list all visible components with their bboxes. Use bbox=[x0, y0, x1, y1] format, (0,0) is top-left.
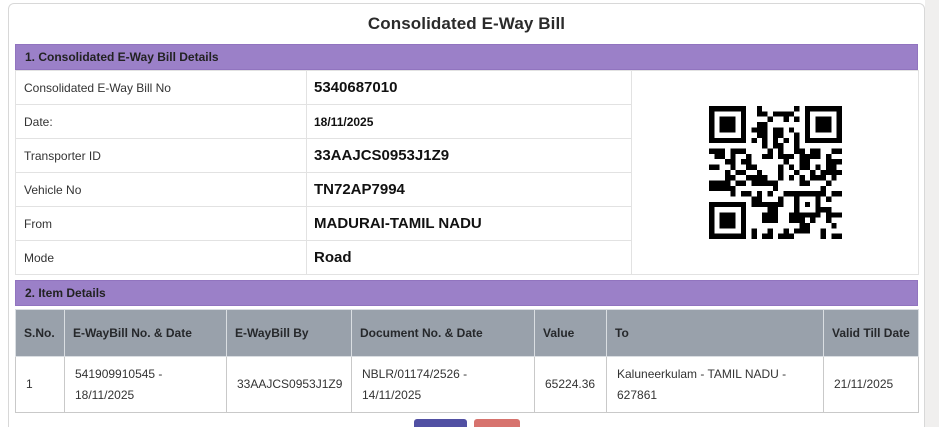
field-label-vehicle-no: Vehicle No bbox=[15, 172, 307, 207]
cell-sno: 1 bbox=[15, 356, 65, 413]
field-value-mode: Road bbox=[306, 240, 632, 275]
field-value-vehicle-no: TN72AP7994 bbox=[306, 172, 632, 207]
item-table-row: 1 541909910545 - 18/11/2025 33AAJCS0953J… bbox=[15, 356, 919, 413]
cell-ewaybill-by: 33AAJCS0953J1Z9 bbox=[226, 356, 352, 413]
field-label-ewb-no: Consolidated E-Way Bill No bbox=[15, 70, 307, 105]
cell-valid-till-date: 21/11/2025 bbox=[823, 356, 919, 413]
cell-ewaybill-no-date: 541909910545 - 18/11/2025 bbox=[64, 356, 227, 413]
secondary-action-button[interactable] bbox=[473, 419, 520, 427]
field-value-ewb-no: 5340687010 bbox=[306, 70, 632, 105]
table-row: Consolidated E-Way Bill No 5340687010 bbox=[15, 70, 919, 275]
field-value-date: 18/11/2025 bbox=[306, 104, 632, 139]
column-header-document-no-date: Document No. & Date bbox=[351, 309, 535, 357]
field-label-transporter-id: Transporter ID bbox=[15, 138, 307, 173]
eway-bill-card: Consolidated E-Way Bill 1. Consolidated … bbox=[8, 3, 925, 427]
field-label-mode: Mode bbox=[15, 240, 307, 275]
table-row: Date: 18/11/2025 bbox=[15, 104, 919, 139]
field-value-transporter-id: 33AAJCS0953J1Z9 bbox=[306, 138, 632, 173]
primary-action-button[interactable] bbox=[413, 419, 467, 427]
cell-to: Kaluneerkulam - TAMIL NADU - 627861 bbox=[606, 356, 824, 413]
cell-value: 65224.36 bbox=[534, 356, 607, 413]
cell-document-no-date: NBLR/01174/2526 - 14/11/2025 bbox=[351, 356, 535, 413]
column-header-to: To bbox=[606, 309, 824, 357]
consolidated-details-table: Consolidated E-Way Bill No 5340687010 Da… bbox=[15, 70, 919, 275]
column-header-sno: S.No. bbox=[15, 309, 65, 357]
item-table-header-row: S.No. E-WayBill No. & Date E-WayBill By … bbox=[15, 309, 919, 357]
field-value-from: MADURAI-TAMIL NADU bbox=[306, 206, 632, 241]
field-label-from: From bbox=[15, 206, 307, 241]
column-header-ewaybill-by: E-WayBill By bbox=[226, 309, 352, 357]
table-row: Transporter ID 33AAJCS0953J1Z9 bbox=[15, 138, 919, 173]
page-background-strip bbox=[925, 0, 939, 427]
table-row: From MADURAI-TAMIL NADU bbox=[15, 206, 919, 241]
column-header-valid-till-date: Valid Till Date bbox=[823, 309, 919, 357]
page-title: Consolidated E-Way Bill bbox=[367, 14, 566, 33]
table-row: Vehicle No TN72AP7994 bbox=[15, 172, 919, 207]
qr-code-icon bbox=[708, 106, 842, 239]
field-label-date: Date: bbox=[15, 104, 307, 139]
column-header-ewaybill-no-date: E-WayBill No. & Date bbox=[64, 309, 227, 357]
section-header-item-details: 2. Item Details bbox=[15, 280, 918, 306]
item-details-table: S.No. E-WayBill No. & Date E-WayBill By … bbox=[15, 309, 919, 413]
action-button-row bbox=[15, 419, 918, 427]
qr-code-cell bbox=[631, 70, 919, 275]
section-header-consolidated-details: 1. Consolidated E-Way Bill Details bbox=[15, 44, 918, 70]
column-header-value: Value bbox=[534, 309, 607, 357]
table-row: Mode Road bbox=[15, 240, 919, 275]
